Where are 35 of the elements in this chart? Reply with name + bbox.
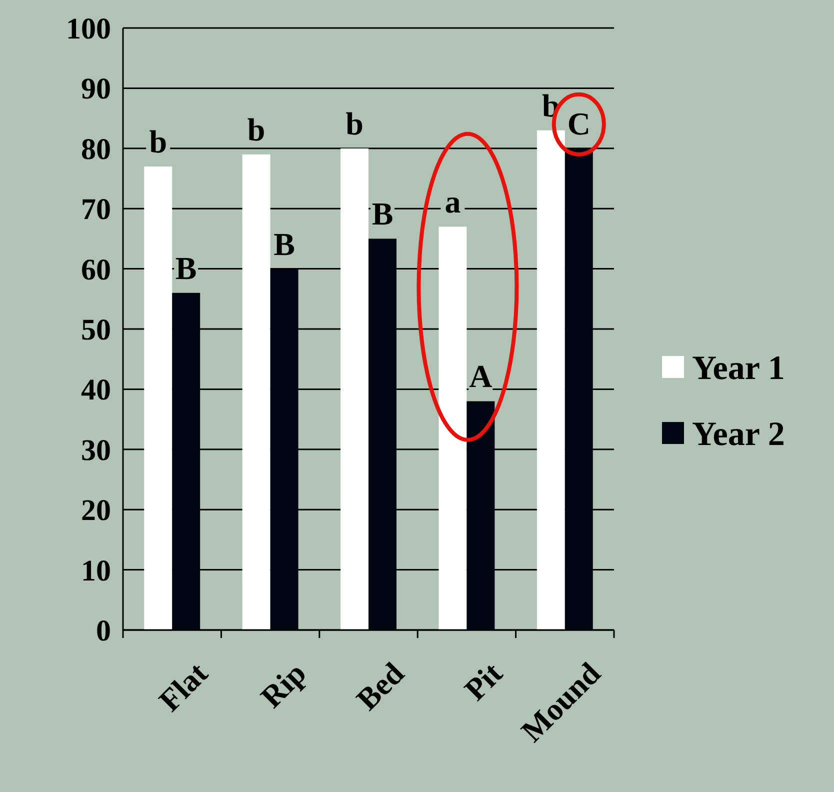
y-tick-label: 100 [66,12,111,46]
bar [340,148,368,630]
annotation: A [469,358,492,394]
annotation: b [247,111,266,148]
annotation: B [372,196,394,232]
bar [466,401,495,630]
bar [242,154,270,630]
bar [172,292,200,630]
annotation: B [175,250,197,286]
y-tick-label: 30 [81,434,111,467]
legend-label: Year 1 [692,350,785,387]
annotation: b [346,105,364,142]
annotation: b [149,123,168,160]
y-tick-label: 0 [96,614,111,648]
x-tick-label: Pit [457,655,510,708]
y-tick-label: 50 [81,314,111,346]
y-tick-label: 70 [81,193,111,226]
y-tick-label: 80 [81,132,111,166]
bar [368,238,396,630]
annotation: a [444,184,461,220]
y-tick-label: 60 [81,253,111,286]
bar [536,130,565,630]
bar [438,226,467,630]
annotation: C [567,105,590,142]
x-tick-label: Rip [254,656,313,714]
annotation: B [274,226,295,262]
bar [270,268,298,630]
y-tick-label: 90 [81,72,111,106]
y-tick-label: 10 [81,554,111,588]
x-tick-label: Flat [152,655,215,718]
bar [144,166,172,630]
y-tick-label: 20 [81,494,111,528]
x-tick-label: Bed [349,656,411,717]
y-tick-label: 40 [81,374,111,407]
legend-label: Year 2 [692,416,785,453]
